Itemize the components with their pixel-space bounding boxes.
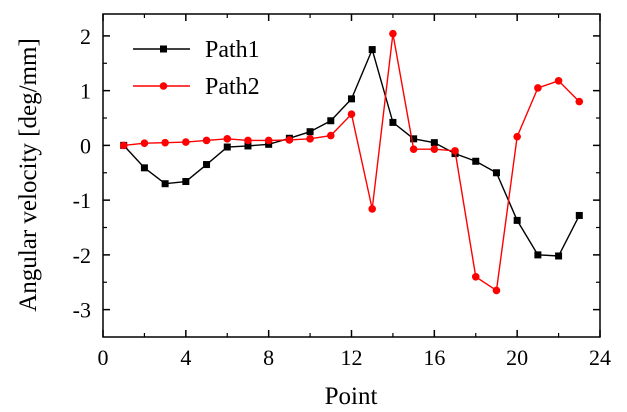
- data-point: [409, 145, 418, 154]
- data-point: [161, 138, 169, 147]
- data-point: [575, 97, 584, 106]
- x-tick-label: 12: [341, 345, 363, 370]
- data-point: [555, 252, 563, 260]
- y-tick-label: 0: [80, 133, 91, 158]
- legend-label: Path2: [205, 74, 260, 100]
- series-line: [123, 33, 580, 292]
- data-point: [472, 157, 480, 165]
- x-axis-title: Point: [325, 383, 378, 410]
- legend-marker: [159, 82, 168, 90]
- data-point: [223, 143, 231, 151]
- data-point: [203, 161, 211, 169]
- x-tick-label: 4: [180, 345, 191, 370]
- data-point: [554, 76, 563, 85]
- axes: 0 4 8 12 16 20 24 2 1 0 -1 -2 -3: [73, 13, 611, 370]
- legend-item-path1: Path1: [133, 37, 260, 63]
- data-point: [389, 29, 397, 38]
- data-point: [368, 205, 377, 213]
- data-point: [410, 135, 418, 143]
- legend-label: Path1: [205, 37, 260, 63]
- x-tick-label: 24: [589, 345, 611, 370]
- y-axis-title: Angular velocity [deg/mm]: [15, 38, 42, 312]
- x-tick-label: 8: [263, 345, 274, 370]
- data-point: [285, 136, 294, 144]
- y-tick-label: -2: [73, 243, 91, 268]
- y-tick-label: -3: [73, 298, 91, 323]
- data-point: [327, 117, 335, 125]
- legend-item-path2: Path2: [133, 74, 260, 100]
- data-point: [306, 128, 314, 136]
- y-tick-label: 1: [80, 79, 91, 104]
- data-point: [534, 84, 542, 92]
- data-point: [534, 251, 542, 259]
- data-point: [306, 135, 314, 143]
- data-point: [430, 139, 438, 147]
- data-point: [161, 180, 169, 188]
- data-point: [202, 136, 211, 145]
- series-line: [123, 47, 580, 257]
- data-point: [140, 139, 149, 147]
- y-tick-label: -1: [73, 188, 91, 213]
- data-point: [326, 131, 335, 140]
- data-point: [348, 95, 355, 103]
- data-point: [182, 138, 190, 146]
- data-point: [471, 272, 480, 281]
- y-tick-label: 2: [80, 24, 91, 49]
- data-point: [264, 136, 273, 145]
- data-point: [492, 169, 500, 177]
- data-point: [575, 211, 583, 219]
- x-tick-label: 0: [98, 345, 109, 370]
- series-layer: [119, 29, 584, 295]
- data-point: [389, 118, 397, 126]
- data-point: [119, 141, 128, 150]
- data-point: [244, 142, 252, 150]
- data-point: [368, 46, 376, 54]
- data-point: [513, 132, 521, 141]
- data-point: [265, 140, 273, 148]
- data-point: [182, 178, 190, 186]
- data-point: [492, 286, 501, 295]
- x-tick-label: 16: [423, 345, 445, 370]
- x-tick-label: 20: [506, 345, 528, 370]
- legend-marker: [160, 45, 167, 53]
- series-path1: [120, 46, 583, 260]
- legend: Path1 Path2: [133, 37, 260, 100]
- series-path2: [119, 29, 584, 295]
- data-point: [451, 147, 459, 155]
- data-point: [244, 136, 252, 145]
- data-point: [347, 110, 356, 118]
- plot-frame: [102, 13, 601, 338]
- data-point: [140, 164, 148, 172]
- data-point: [513, 216, 521, 224]
- data-point: [223, 135, 232, 143]
- data-point: [430, 145, 439, 154]
